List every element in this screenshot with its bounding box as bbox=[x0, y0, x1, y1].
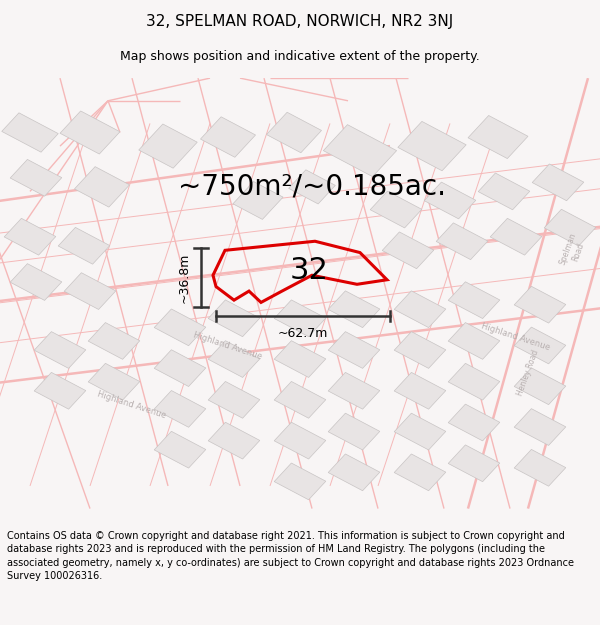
Polygon shape bbox=[394, 454, 446, 491]
Polygon shape bbox=[88, 363, 140, 400]
Polygon shape bbox=[514, 327, 566, 364]
Polygon shape bbox=[394, 413, 446, 450]
Polygon shape bbox=[208, 381, 260, 418]
Polygon shape bbox=[468, 116, 528, 159]
Text: Highland Avenue: Highland Avenue bbox=[97, 389, 167, 420]
Text: Map shows position and indicative extent of the property.: Map shows position and indicative extent… bbox=[120, 50, 480, 62]
Polygon shape bbox=[208, 341, 260, 377]
Text: Spelman
Road: Spelman Road bbox=[558, 231, 588, 269]
Polygon shape bbox=[328, 332, 380, 368]
Polygon shape bbox=[154, 309, 206, 346]
Polygon shape bbox=[323, 124, 397, 177]
Polygon shape bbox=[274, 300, 326, 337]
Text: Highland Avenue: Highland Avenue bbox=[481, 321, 551, 352]
Polygon shape bbox=[10, 159, 62, 196]
Polygon shape bbox=[448, 404, 500, 441]
Polygon shape bbox=[514, 449, 566, 486]
Polygon shape bbox=[370, 191, 422, 228]
Polygon shape bbox=[74, 167, 130, 207]
Polygon shape bbox=[154, 391, 206, 428]
Polygon shape bbox=[394, 291, 446, 328]
Polygon shape bbox=[328, 454, 380, 491]
Text: 32: 32 bbox=[290, 256, 328, 285]
Polygon shape bbox=[448, 282, 500, 319]
Polygon shape bbox=[274, 341, 326, 377]
Polygon shape bbox=[274, 463, 326, 500]
Polygon shape bbox=[58, 228, 110, 264]
Polygon shape bbox=[274, 381, 326, 418]
Text: Highland Avenue: Highland Avenue bbox=[193, 330, 263, 361]
Polygon shape bbox=[328, 372, 380, 409]
Polygon shape bbox=[448, 363, 500, 400]
Polygon shape bbox=[490, 218, 542, 255]
Polygon shape bbox=[289, 170, 335, 204]
Polygon shape bbox=[424, 182, 476, 219]
Polygon shape bbox=[64, 272, 116, 309]
Polygon shape bbox=[154, 350, 206, 386]
Polygon shape bbox=[448, 322, 500, 359]
Polygon shape bbox=[208, 422, 260, 459]
Polygon shape bbox=[208, 300, 260, 337]
Text: Contains OS data © Crown copyright and database right 2021. This information is : Contains OS data © Crown copyright and d… bbox=[7, 531, 574, 581]
Polygon shape bbox=[394, 332, 446, 368]
Polygon shape bbox=[60, 111, 120, 154]
Polygon shape bbox=[514, 368, 566, 404]
Polygon shape bbox=[478, 173, 530, 210]
Polygon shape bbox=[2, 113, 58, 152]
Polygon shape bbox=[436, 223, 488, 259]
Polygon shape bbox=[10, 264, 62, 301]
Polygon shape bbox=[394, 372, 446, 409]
Polygon shape bbox=[139, 124, 197, 168]
Polygon shape bbox=[398, 121, 466, 171]
Polygon shape bbox=[34, 332, 86, 368]
Text: 32, SPELMAN ROAD, NORWICH, NR2 3NJ: 32, SPELMAN ROAD, NORWICH, NR2 3NJ bbox=[146, 14, 454, 29]
Polygon shape bbox=[532, 164, 584, 201]
Polygon shape bbox=[200, 117, 256, 158]
Polygon shape bbox=[514, 286, 566, 323]
Polygon shape bbox=[34, 372, 86, 409]
Polygon shape bbox=[266, 112, 322, 152]
Polygon shape bbox=[382, 232, 434, 269]
Polygon shape bbox=[328, 291, 380, 328]
Polygon shape bbox=[448, 445, 500, 482]
Text: ~36.8m: ~36.8m bbox=[177, 253, 190, 302]
Polygon shape bbox=[544, 209, 596, 246]
Text: ~750m²/~0.185ac.: ~750m²/~0.185ac. bbox=[178, 173, 446, 201]
Polygon shape bbox=[274, 422, 326, 459]
Text: Henley Road: Henley Road bbox=[515, 349, 541, 397]
Polygon shape bbox=[328, 413, 380, 450]
Text: ~62.7m: ~62.7m bbox=[278, 328, 328, 341]
Polygon shape bbox=[233, 181, 283, 219]
Polygon shape bbox=[4, 218, 56, 255]
Polygon shape bbox=[514, 409, 566, 446]
Polygon shape bbox=[154, 431, 206, 468]
Polygon shape bbox=[88, 322, 140, 359]
